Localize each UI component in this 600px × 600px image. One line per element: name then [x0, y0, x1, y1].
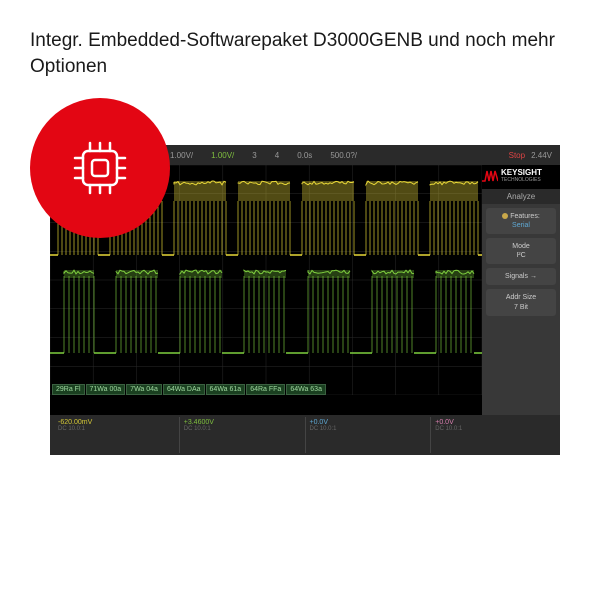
trigger-level: 2.44V	[531, 151, 552, 160]
chip-icon	[65, 133, 135, 203]
decode-label: 64Wa DAa	[163, 384, 205, 395]
features-button[interactable]: Features: Serial	[486, 208, 556, 234]
keysight-wave-icon	[482, 169, 498, 183]
decode-label: 64Ra FFa	[246, 384, 285, 395]
decode-label: 7Wa 04a	[126, 384, 162, 395]
decode-label: 29Ra Fl	[52, 384, 85, 395]
addr-size-button[interactable]: Addr Size 7 Bit	[486, 289, 556, 315]
ch3-indicator: 3	[252, 151, 256, 160]
brand-name: KEYSIGHT	[501, 169, 542, 177]
brand-sub: TECHNOLOGIES	[501, 177, 542, 183]
analyze-panel: Analyze Features: Serial Mode I²C Signal…	[482, 189, 560, 415]
ch4-indicator: 4	[275, 151, 279, 160]
time-position: 0.0s	[297, 151, 312, 160]
page-title: Integr. Embedded-Softwarepaket D3000GENB…	[30, 28, 570, 79]
time-div: 500.0?/	[330, 151, 357, 160]
ch2-scale: 1.00V/	[211, 151, 234, 160]
panel-title: Analyze	[482, 189, 560, 204]
product-badge	[30, 98, 170, 238]
decode-label: 64Wa 63a	[286, 384, 326, 395]
decode-label: 71Wa 00a	[86, 384, 126, 395]
decode-label: 64Wa 61a	[206, 384, 246, 395]
brand-logo: KEYSIGHT TECHNOLOGIES	[482, 169, 556, 183]
run-state: Stop	[509, 151, 525, 160]
ch1-scale: 1.00V/	[170, 151, 193, 160]
refresh-icon	[502, 213, 508, 219]
ch4-readout: +0.0VDC 10.0:1	[431, 417, 556, 453]
ch3-readout: +0.0VDC 10.0:1	[306, 417, 432, 453]
ch1-readout: -620.00mVDC 10.0:1	[54, 417, 180, 453]
mode-button[interactable]: Mode I²C	[486, 238, 556, 264]
ch2-readout: +3.4600VDC 10.0:1	[180, 417, 306, 453]
scope-bottombar: -620.00mVDC 10.0:1 +3.4600VDC 10.0:1 +0.…	[50, 415, 560, 455]
signals-button[interactable]: Signals →	[486, 268, 556, 285]
decode-labels-row: 29Ra Fl71Wa 00a7Wa 04a64Wa DAa64Wa 61a64…	[52, 384, 480, 395]
